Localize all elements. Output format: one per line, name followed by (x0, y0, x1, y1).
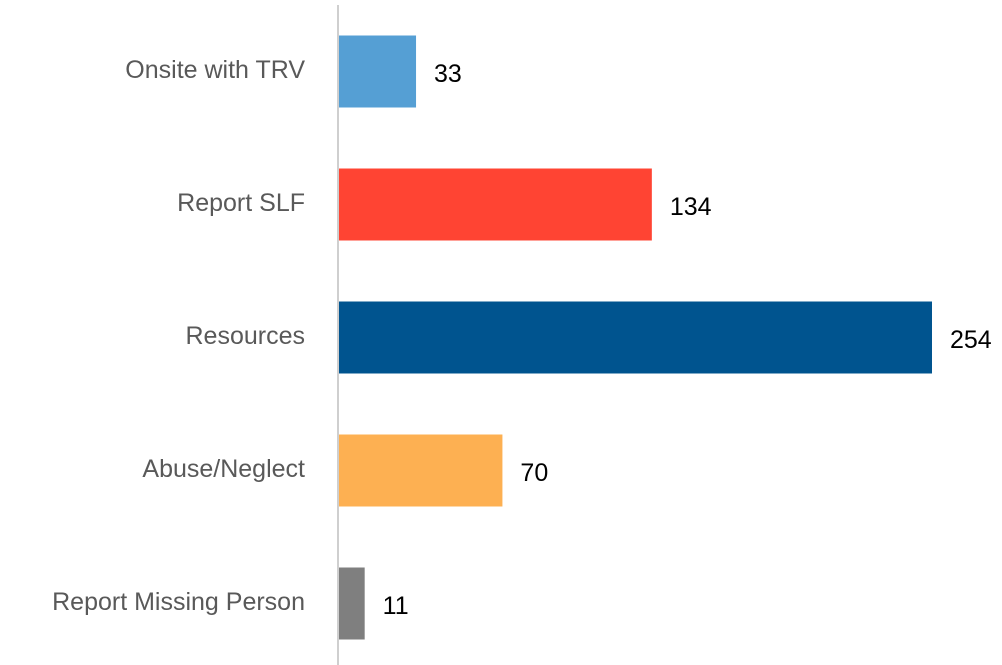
bar (339, 35, 417, 108)
bar (339, 301, 932, 374)
category-label: Onsite with TRV (125, 56, 305, 84)
value-label: 33 (434, 60, 462, 88)
category-label: Report SLF (177, 189, 305, 217)
value-label: 11 (383, 592, 409, 620)
category-label: Report Missing Person (52, 588, 305, 616)
category-label: Resources (186, 322, 306, 350)
category-label: Abuse/Neglect (142, 455, 305, 483)
bar (339, 434, 503, 507)
bar (339, 168, 652, 241)
bar (339, 567, 365, 640)
value-label: 70 (520, 459, 548, 487)
value-label: 134 (670, 193, 712, 221)
value-label: 254 (950, 326, 992, 354)
